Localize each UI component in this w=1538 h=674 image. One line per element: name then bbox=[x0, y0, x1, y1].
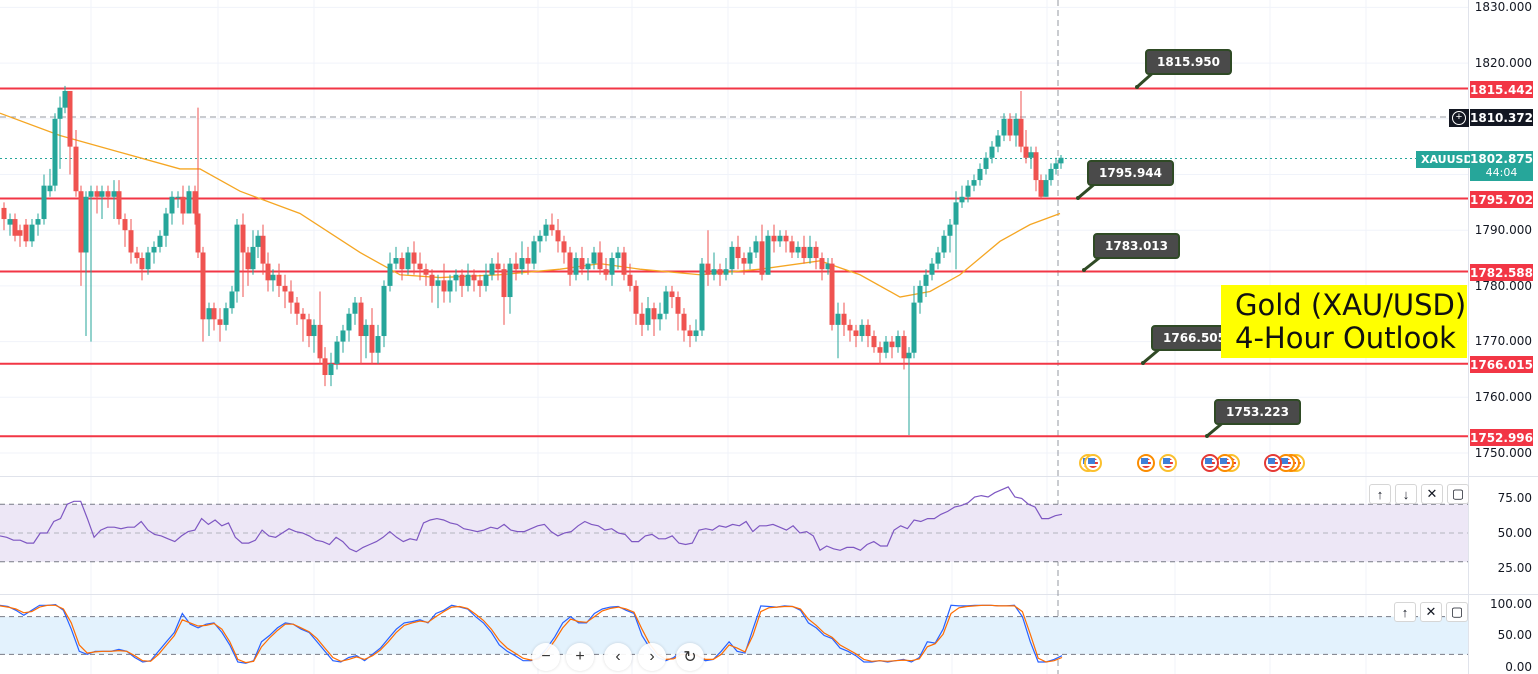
price-tick: 1780.000 bbox=[1474, 279, 1532, 293]
us-flag-icon[interactable] bbox=[1264, 454, 1282, 472]
reset-icon: ↻ bbox=[683, 649, 697, 666]
bar-countdown: 44:04 bbox=[1485, 166, 1518, 179]
plus-circle-icon: + bbox=[1452, 111, 1466, 125]
chart-navigation: − + ‹ › ↻ bbox=[532, 643, 704, 671]
last-price: 1802.875 bbox=[1470, 152, 1534, 166]
maximize-icon: ▢ bbox=[1451, 486, 1465, 501]
price-tick: 1830.000 bbox=[1474, 0, 1532, 14]
scroll-left-button[interactable]: ‹ bbox=[604, 643, 632, 671]
us-flag-icon[interactable] bbox=[1137, 454, 1155, 472]
arrow-down-icon: ↓ bbox=[1402, 486, 1410, 502]
rsi-pane-controls: ↑ ↓ ✕ ▢ bbox=[1369, 484, 1469, 504]
us-flag-icon[interactable] bbox=[1084, 454, 1102, 472]
chevron-left-icon: ‹ bbox=[615, 648, 621, 665]
price-tick: 1790.000 bbox=[1474, 223, 1532, 237]
title-line-2: 4-Hour Outlook bbox=[1235, 321, 1456, 355]
close-icon: ✕ bbox=[1425, 604, 1437, 619]
zoom-in-button[interactable]: + bbox=[566, 643, 594, 671]
stoch-tick: 100.00 bbox=[1490, 597, 1532, 611]
chart-title-box: Gold (XAU/USD) 4-Hour Outlook bbox=[1221, 285, 1467, 358]
close-icon: ✕ bbox=[1426, 486, 1438, 501]
move-pane-up-button[interactable]: ↑ bbox=[1369, 484, 1391, 504]
us-flag-icon[interactable] bbox=[1277, 454, 1295, 472]
stoch-tick: 50.00 bbox=[1497, 628, 1532, 642]
maximize-pane-button[interactable]: ▢ bbox=[1446, 602, 1468, 622]
last-price-tag: 1802.875 44:04 bbox=[1470, 151, 1533, 181]
close-pane-button[interactable]: ✕ bbox=[1421, 484, 1443, 504]
symbol-tag: XAUUSD bbox=[1416, 151, 1478, 168]
level-tag-support-2: 1752.996 bbox=[1470, 429, 1534, 446]
price-tick: 1750.000 bbox=[1474, 446, 1532, 460]
chevron-right-icon: › bbox=[649, 648, 655, 665]
us-flag-icon[interactable] bbox=[1159, 454, 1177, 472]
move-pane-down-button[interactable]: ↓ bbox=[1395, 484, 1417, 504]
level-callout[interactable]: 1753.223 bbox=[1214, 399, 1302, 425]
add-alert-button[interactable]: + bbox=[1449, 109, 1469, 127]
price-tick: 1820.000 bbox=[1474, 56, 1532, 70]
close-pane-button[interactable]: ✕ bbox=[1420, 602, 1442, 622]
maximize-icon: ▢ bbox=[1450, 604, 1464, 619]
move-pane-up-button[interactable]: ↑ bbox=[1394, 602, 1416, 622]
stoch-pane-controls: ↑ ✕ ▢ bbox=[1394, 602, 1468, 622]
arrow-up-icon: ↑ bbox=[1376, 486, 1384, 502]
level-callout[interactable]: 1783.013 bbox=[1093, 233, 1181, 259]
maximize-pane-button[interactable]: ▢ bbox=[1447, 484, 1469, 504]
level-tag-pivot: 1782.588 bbox=[1470, 264, 1534, 281]
level-callout[interactable]: 1795.944 bbox=[1087, 160, 1175, 186]
level-tag-resistance-2: 1815.442 bbox=[1470, 81, 1534, 98]
price-tick: 1770.000 bbox=[1474, 334, 1532, 348]
rsi-tick: 25.00 bbox=[1497, 561, 1532, 575]
rsi-tick: 75.00 bbox=[1497, 491, 1532, 505]
level-tag-resistance-1: 1795.702 bbox=[1470, 191, 1534, 208]
minus-icon: − bbox=[541, 648, 551, 665]
rsi-tick: 50.00 bbox=[1497, 526, 1532, 540]
scroll-right-button[interactable]: › bbox=[638, 643, 666, 671]
level-tag-support-1: 1766.015 bbox=[1470, 356, 1534, 373]
crosshair-price-tag: 1810.372 bbox=[1470, 109, 1534, 126]
price-tick: 1760.000 bbox=[1474, 390, 1532, 404]
arrow-up-icon: ↑ bbox=[1401, 604, 1409, 620]
level-callout[interactable]: 1815.950 bbox=[1145, 49, 1233, 75]
stoch-tick: 0.00 bbox=[1505, 660, 1532, 674]
title-line-1: Gold (XAU/USD) bbox=[1235, 288, 1467, 322]
us-flag-icon[interactable] bbox=[1201, 454, 1219, 472]
plus-icon: + bbox=[575, 648, 585, 665]
reset-chart-button[interactable]: ↻ bbox=[676, 643, 704, 671]
zoom-out-button[interactable]: − bbox=[532, 643, 560, 671]
